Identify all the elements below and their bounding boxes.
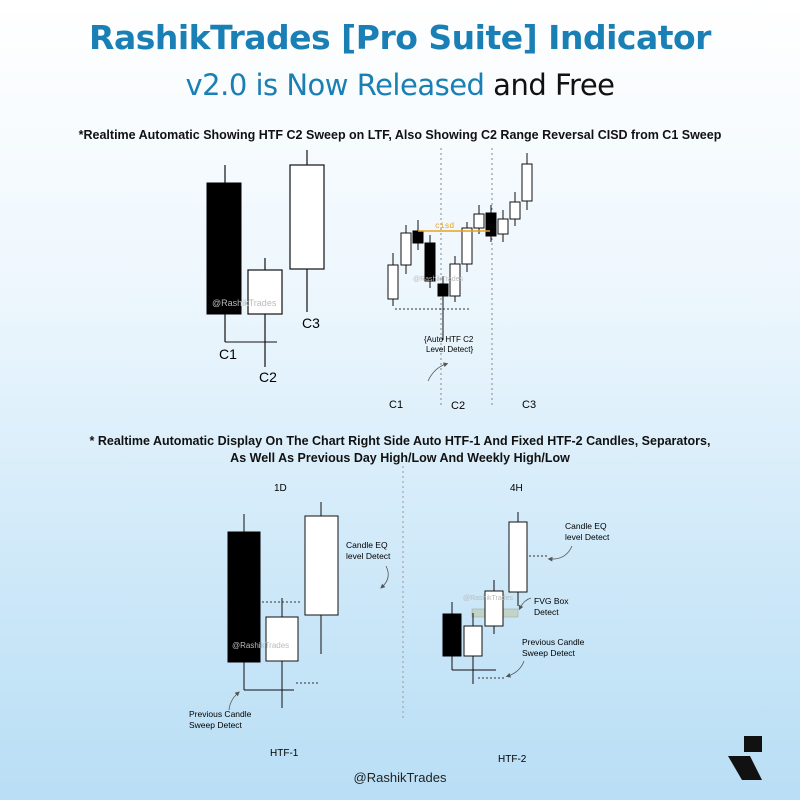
c3-candle xyxy=(289,150,325,312)
htf1-sweep-line1: Previous Candle xyxy=(189,709,252,719)
page-subtitle: v2.0 is Now Released and Free xyxy=(0,68,800,102)
watermark-left: @RashikTrades xyxy=(212,298,277,308)
htf1-candle-1 xyxy=(227,514,261,690)
htf1-eq-arrow xyxy=(380,565,389,589)
htf2-candle-2 xyxy=(463,613,483,684)
section1-left-diagram: @RashikTrades C1 C2 C3 xyxy=(206,150,325,385)
htf1-candle-3 xyxy=(304,502,339,654)
htf2-candle-4 xyxy=(508,512,528,606)
section1-note: *Realtime Automatic Showing HTF C2 Sweep… xyxy=(78,128,722,142)
watermark-htf2: @RashikTrades xyxy=(463,595,514,602)
c2-candle xyxy=(247,258,283,367)
htf2-eq-arrow xyxy=(547,545,573,562)
annotation-line2: Level Detect} xyxy=(426,345,473,354)
htf1-eq-line2: level Detect xyxy=(346,551,391,561)
htf2-sweep-arrow xyxy=(505,660,525,678)
htf2-sweep-line2: Sweep Detect xyxy=(522,648,576,658)
section2-note-line1: * Realtime Automatic Display On The Char… xyxy=(89,434,711,448)
htf2-sweep-line1: Previous Candle xyxy=(522,637,585,647)
label-c2-left: C2 xyxy=(259,369,277,385)
c1-candle xyxy=(206,165,242,342)
htf2-fvg-line1: FVG Box xyxy=(534,596,569,606)
page-title: RashikTrades [Pro Suite] Indicator xyxy=(89,18,711,57)
label-c1-left: C1 xyxy=(219,346,237,362)
htf1-eq-line1: Candle EQ xyxy=(346,540,388,550)
htf2-fvg-line2: Detect xyxy=(534,607,559,617)
annotation-arrow xyxy=(427,362,449,382)
ltf-candles xyxy=(387,153,533,340)
htf1-sweep-line2: Sweep Detect xyxy=(189,720,243,730)
htf1-candle-2 xyxy=(265,598,299,708)
label-c3-left: C3 xyxy=(302,315,320,331)
htf2-diagram: 4H @RashikTrades Candle EQ level Detect … xyxy=(442,483,610,765)
label-c3-bottom: C3 xyxy=(522,399,536,411)
label-c1-bottom: C1 xyxy=(389,399,403,411)
cisd-label: cisd xyxy=(435,222,454,231)
htf2-timeframe: 4H xyxy=(510,483,523,494)
label-c2-bottom: C2 xyxy=(451,400,465,412)
htf1-sweep-arrow xyxy=(228,691,240,711)
brand-logo-icon xyxy=(728,736,762,780)
htf2-candle-1 xyxy=(442,602,462,670)
watermark-htf1: @RashikTrades xyxy=(232,641,289,650)
htf2-fvg-arrow xyxy=(518,597,532,611)
htf1-timeframe: 1D xyxy=(274,483,287,494)
section1-right-diagram: cisd @RashikTrades {Auto HTF C2 Level De… xyxy=(387,148,536,412)
section2-note-line2: As Well As Previous Day High/Low And Wee… xyxy=(230,451,570,465)
htf2-eq-line2: level Detect xyxy=(565,532,610,542)
subtitle-release: v2.0 is Now Released xyxy=(185,68,485,102)
footer-handle: @RashikTrades xyxy=(353,770,447,785)
watermark-ltf: @RashikTrades xyxy=(413,276,464,283)
annotation-line1: {Auto HTF C2 xyxy=(424,335,474,344)
htf2-eq-line1: Candle EQ xyxy=(565,521,607,531)
subtitle-free: and Free xyxy=(484,68,615,102)
htf1-caption: HTF-1 xyxy=(270,748,299,759)
htf1-diagram: 1D @RashikTrades Candle EQ level Detect … xyxy=(189,483,391,759)
htf2-caption: HTF-2 xyxy=(498,754,527,765)
htf2-candle-3 xyxy=(484,580,504,634)
